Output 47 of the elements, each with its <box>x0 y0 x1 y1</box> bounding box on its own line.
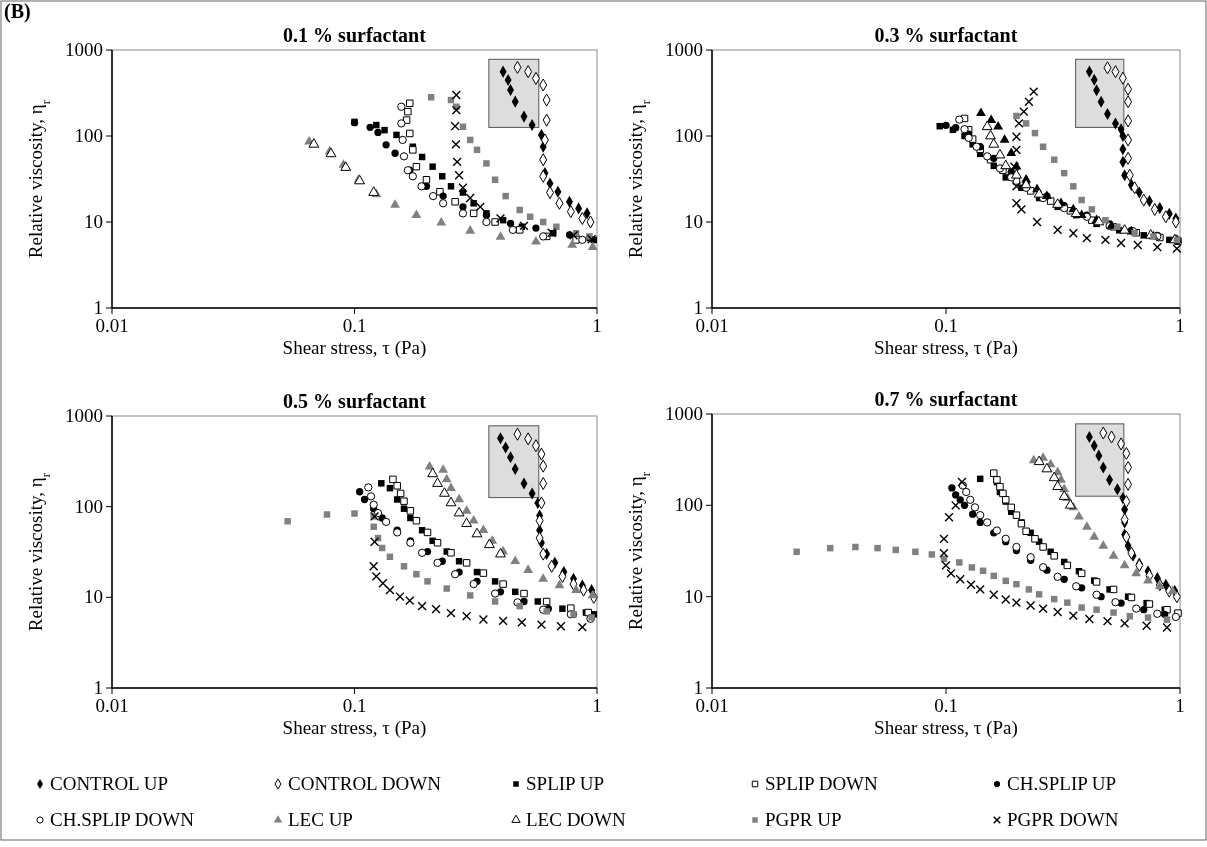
legend-label: LEC DOWN <box>526 809 627 830</box>
legend-label: LEC UP <box>288 809 353 830</box>
chart-title: 0.1 % surfactant <box>283 24 427 46</box>
chart-title: 0.5 % surfactant <box>283 390 427 412</box>
x-tick-label: 0.01 <box>95 695 129 716</box>
y-tick-label: 1000 <box>665 39 703 60</box>
y-tick-label: 1 <box>693 677 703 698</box>
x-tick-label: 1 <box>592 695 602 716</box>
x-axis-title: Shear stress, τ (Pa) <box>282 337 427 359</box>
y-tick-label: 100 <box>674 494 703 516</box>
x-axis-title: Shear stress, τ (Pa) <box>874 337 1018 359</box>
y-tick-label: 10 <box>684 211 703 232</box>
y-tick-label: 1 <box>93 297 103 318</box>
chart-title: 0.7 % surfactant <box>874 388 1018 410</box>
x-tick-label: 0.1 <box>934 695 958 716</box>
chart-title: 0.3 % surfactant <box>874 24 1018 46</box>
y-tick-label: 1000 <box>65 39 103 60</box>
x-tick-label: 0.01 <box>695 315 729 336</box>
y-tick-label: 10 <box>84 211 103 232</box>
y-tick-label: 100 <box>74 125 103 146</box>
x-tick-label: 1 <box>592 315 602 336</box>
legend-label: CONTROL UP <box>50 773 169 794</box>
legend-label: CH.SPLIP UP <box>1007 773 1117 794</box>
legend-label: CH.SPLIP DOWN <box>50 809 195 830</box>
x-tick-label: 0.1 <box>342 315 367 336</box>
text: (B) <box>4 0 31 23</box>
x-tick-label: 0.1 <box>934 315 958 336</box>
y-tick-label: 1 <box>93 677 103 698</box>
legend-label: CONTROL DOWN <box>288 773 442 794</box>
x-tick-label: 0.01 <box>695 695 729 716</box>
y-tick-label: 100 <box>674 125 703 146</box>
y-tick-label: 10 <box>84 586 103 608</box>
y-tick-label: 1000 <box>65 405 103 426</box>
x-tick-label: 0.01 <box>95 315 129 336</box>
y-tick-label: 100 <box>74 495 103 517</box>
y-tick-label: 1000 <box>665 403 703 424</box>
x-axis-title: Shear stress, τ (Pa) <box>282 717 427 739</box>
legend-label: SPLIP UP <box>526 773 604 794</box>
y-tick-label: 1 <box>693 297 703 318</box>
x-axis-title: Shear stress, τ (Pa) <box>874 717 1018 739</box>
legend-label: PGPR DOWN <box>1007 809 1119 830</box>
legend-label: PGPR UP <box>765 809 842 830</box>
x-tick-label: 1 <box>1175 695 1185 716</box>
legend-label: SPLIP DOWN <box>765 773 879 794</box>
y-tick-label: 10 <box>684 585 703 607</box>
x-tick-label: 0.1 <box>342 695 367 716</box>
x-tick-label: 1 <box>1175 315 1185 336</box>
